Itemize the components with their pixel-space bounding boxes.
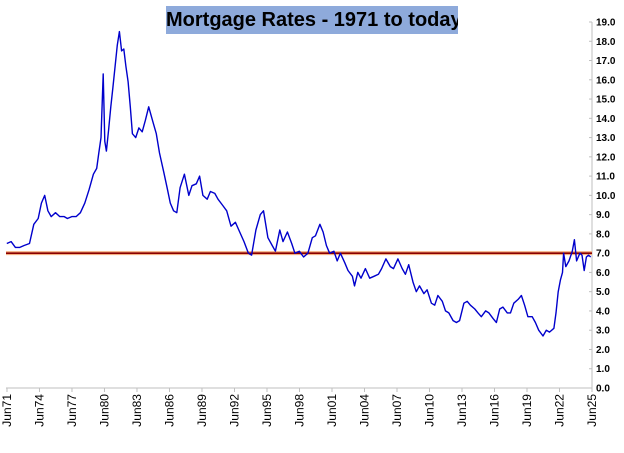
x-tick-label: Jun89 (195, 394, 209, 427)
y-tick-label: 6.0 (596, 268, 610, 279)
y-tick-label: 13.0 (596, 133, 616, 144)
x-tick-label: Jun98 (292, 394, 306, 427)
x-tick-label: Jun92 (227, 394, 241, 427)
y-tick-label: 14.0 (596, 114, 616, 125)
y-tick-label: 10.0 (596, 191, 616, 202)
x-tick-label: Jun10 (422, 394, 436, 427)
x-tick-label: Jun83 (130, 394, 144, 427)
y-tick-label: 5.0 (596, 287, 610, 298)
x-tick-label: Jun71 (0, 394, 14, 427)
x-tick-label: Jun74 (32, 394, 46, 427)
plot-area: 0.0 1.0 2.0 3.0 4.0 5.0 6.0 7.0 8.0 9.0 10.0 11.0 12… (0, 18, 616, 427)
y-tick-label: 19.0 (596, 18, 616, 29)
x-tick-label: Jun16 (487, 394, 501, 427)
x-tick-label: Jun07 (390, 394, 404, 427)
x-tick-label: Jun04 (357, 394, 371, 427)
x-tick-label: Jun80 (97, 394, 111, 427)
y-tick-label: 1.0 (596, 364, 610, 375)
x-tick-label: Jun95 (260, 394, 274, 427)
y-tick-label: 15.0 (596, 95, 616, 106)
x-tick-label: Jun19 (520, 394, 534, 427)
x-tick-label: Jun22 (552, 394, 566, 427)
x-tick-label: Jun25 (585, 394, 599, 427)
y-tick-label: 18.0 (596, 37, 616, 48)
y-tick-label: 16.0 (596, 75, 616, 86)
y-tick-label: 4.0 (596, 306, 610, 317)
y-tick-label: 3.0 (596, 326, 610, 337)
y-tick-label: 2.0 (596, 345, 610, 356)
y-tick-label: 7.0 (596, 249, 610, 260)
y-tick-label: 17.0 (596, 56, 616, 67)
y-tick-label: 12.0 (596, 152, 616, 163)
y-tick-label: 11.0 (596, 172, 615, 183)
x-tick-label: Jun01 (325, 394, 339, 427)
x-tick-label: Jun77 (65, 394, 79, 427)
y-tick-label: 0.0 (596, 384, 610, 395)
series-line (6, 30, 592, 337)
x-tick-label: Jun13 (455, 394, 469, 427)
y-tick-label: 9.0 (596, 210, 610, 221)
chart-title: Mortgage Rates - 1971 to today (166, 6, 458, 34)
x-tick-label: Jun86 (162, 394, 176, 427)
y-tick-label: 8.0 (596, 229, 610, 240)
